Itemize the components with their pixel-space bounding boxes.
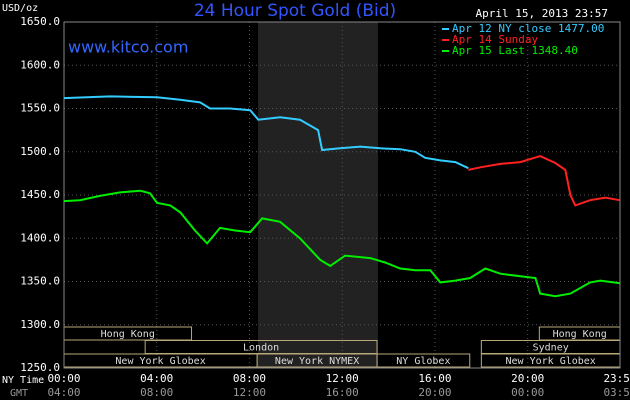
plot-border bbox=[63, 21, 621, 369]
legend-label: Apr 15 Last 1348.40 bbox=[452, 44, 578, 57]
y-tick-label: 1450.0 bbox=[20, 188, 60, 201]
chart-title: 24 Hour Spot Gold (Bid) bbox=[194, 1, 396, 21]
website: www.kitco.com bbox=[68, 38, 188, 57]
y-tick-label: 1300.0 bbox=[20, 318, 60, 331]
series-line bbox=[63, 95, 469, 170]
session-label: Hong Kong bbox=[553, 329, 607, 340]
x-tick-label: 16:00 bbox=[418, 372, 451, 385]
session-label: New York Globex bbox=[506, 356, 596, 367]
session-label: London bbox=[243, 343, 279, 354]
x2-tick-label: 12:00 bbox=[233, 386, 266, 399]
y-tick-label: 1350.0 bbox=[20, 275, 60, 288]
x2-tick-label: 08:00 bbox=[140, 386, 173, 399]
x-tick-label: 04:00 bbox=[140, 372, 173, 385]
session-label: New York NYMEX bbox=[275, 356, 359, 367]
y-tick-label: 1550.0 bbox=[20, 102, 60, 115]
session-box bbox=[376, 353, 471, 368]
shaded-period bbox=[258, 22, 378, 368]
x-tick-label: 23:59 bbox=[603, 372, 630, 385]
x2-tick-label: 03:59 bbox=[603, 386, 630, 399]
x2-tick-label: 00:00 bbox=[511, 386, 544, 399]
date-label: April 15, 2013 23:57 bbox=[476, 7, 608, 20]
x2-label: GMT bbox=[10, 388, 28, 399]
x-tick-label: 20:00 bbox=[511, 372, 544, 385]
x-tick-label: 08:00 bbox=[233, 372, 266, 385]
session-label: New York Globex bbox=[115, 356, 205, 367]
x-label: NY Time bbox=[2, 375, 44, 386]
legend-label: Apr 12 NY close 1477.00 bbox=[452, 22, 604, 35]
x-tick-label: 12:00 bbox=[326, 372, 359, 385]
y-tick-label: 1400.0 bbox=[20, 231, 60, 244]
y-tick-label: 1650.0 bbox=[20, 15, 60, 28]
y-label: USD/oz bbox=[2, 3, 38, 14]
y-tick-label: 1500.0 bbox=[20, 145, 60, 158]
x-tick-label: 00:00 bbox=[47, 372, 80, 385]
y-tick-label: 1600.0 bbox=[20, 58, 60, 71]
series-line bbox=[468, 155, 621, 207]
session-label: NY Globex bbox=[396, 356, 450, 367]
x2-tick-label: 04:00 bbox=[47, 386, 80, 399]
session-label: Hong Kong bbox=[101, 329, 155, 340]
y-tick-label: 1250.0 bbox=[20, 361, 60, 374]
x2-tick-label: 20:00 bbox=[418, 386, 451, 399]
series-line bbox=[63, 189, 621, 298]
session-label: Sydney bbox=[533, 343, 569, 354]
x2-tick-label: 16:00 bbox=[326, 386, 359, 399]
legend-label: Apr 14 Sunday bbox=[452, 33, 538, 46]
